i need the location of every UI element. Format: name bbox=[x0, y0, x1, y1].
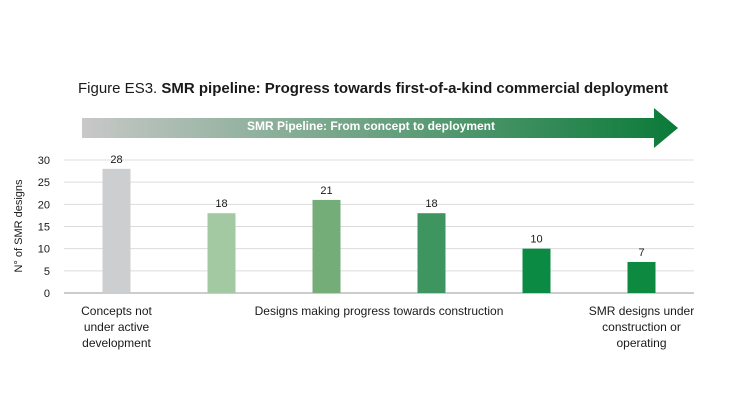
y-axis-label: N° of SMR designs bbox=[13, 179, 25, 273]
y-tick-label: 15 bbox=[38, 222, 50, 234]
data-label: 10 bbox=[530, 234, 542, 246]
figure-title: Figure ES3. SMR pipeline: Progress towar… bbox=[78, 80, 668, 97]
category-label-line: operating bbox=[616, 336, 667, 350]
figure-title-text: SMR pipeline: Progress towards first-of-… bbox=[161, 80, 669, 97]
category-label-concepts: Concepts not under active development bbox=[81, 303, 152, 351]
figure-number: Figure ES3. bbox=[78, 80, 158, 97]
data-label: 28 bbox=[110, 154, 122, 166]
y-tick-label: 10 bbox=[38, 244, 50, 256]
pipeline-arrow: SMR Pipeline: From concept to deployment bbox=[82, 108, 678, 148]
bar bbox=[207, 213, 236, 293]
pipeline-arrow-shape bbox=[82, 108, 678, 148]
category-label-designs: Designs making progress towards construc… bbox=[255, 303, 504, 319]
category-label-line: construction or bbox=[602, 320, 681, 334]
bar bbox=[312, 199, 341, 293]
bar bbox=[522, 248, 551, 293]
bar bbox=[417, 213, 446, 293]
category-label-line: SMR designs under bbox=[588, 304, 695, 318]
bar bbox=[627, 261, 656, 293]
category-label-line: development bbox=[82, 336, 151, 350]
data-label: 18 bbox=[215, 198, 227, 210]
y-tick-label: 5 bbox=[44, 266, 50, 278]
y-tick-label: 25 bbox=[38, 177, 50, 189]
data-label: 21 bbox=[320, 185, 332, 197]
y-tick-label: 20 bbox=[38, 199, 50, 211]
category-label-line: Designs making progress towards construc… bbox=[254, 304, 504, 318]
category-label-line: under active bbox=[83, 320, 150, 334]
data-label: 18 bbox=[425, 198, 437, 210]
pipeline-arrow-label: SMR Pipeline: From concept to deployment bbox=[246, 119, 496, 133]
category-label-construction: SMR designs under construction or operatin… bbox=[589, 303, 694, 351]
bar bbox=[102, 168, 131, 293]
data-label: 7 bbox=[638, 247, 644, 259]
category-label-line: Concepts not bbox=[81, 304, 152, 318]
y-tick-label: 0 bbox=[44, 288, 50, 300]
y-tick-label: 30 bbox=[38, 155, 50, 167]
